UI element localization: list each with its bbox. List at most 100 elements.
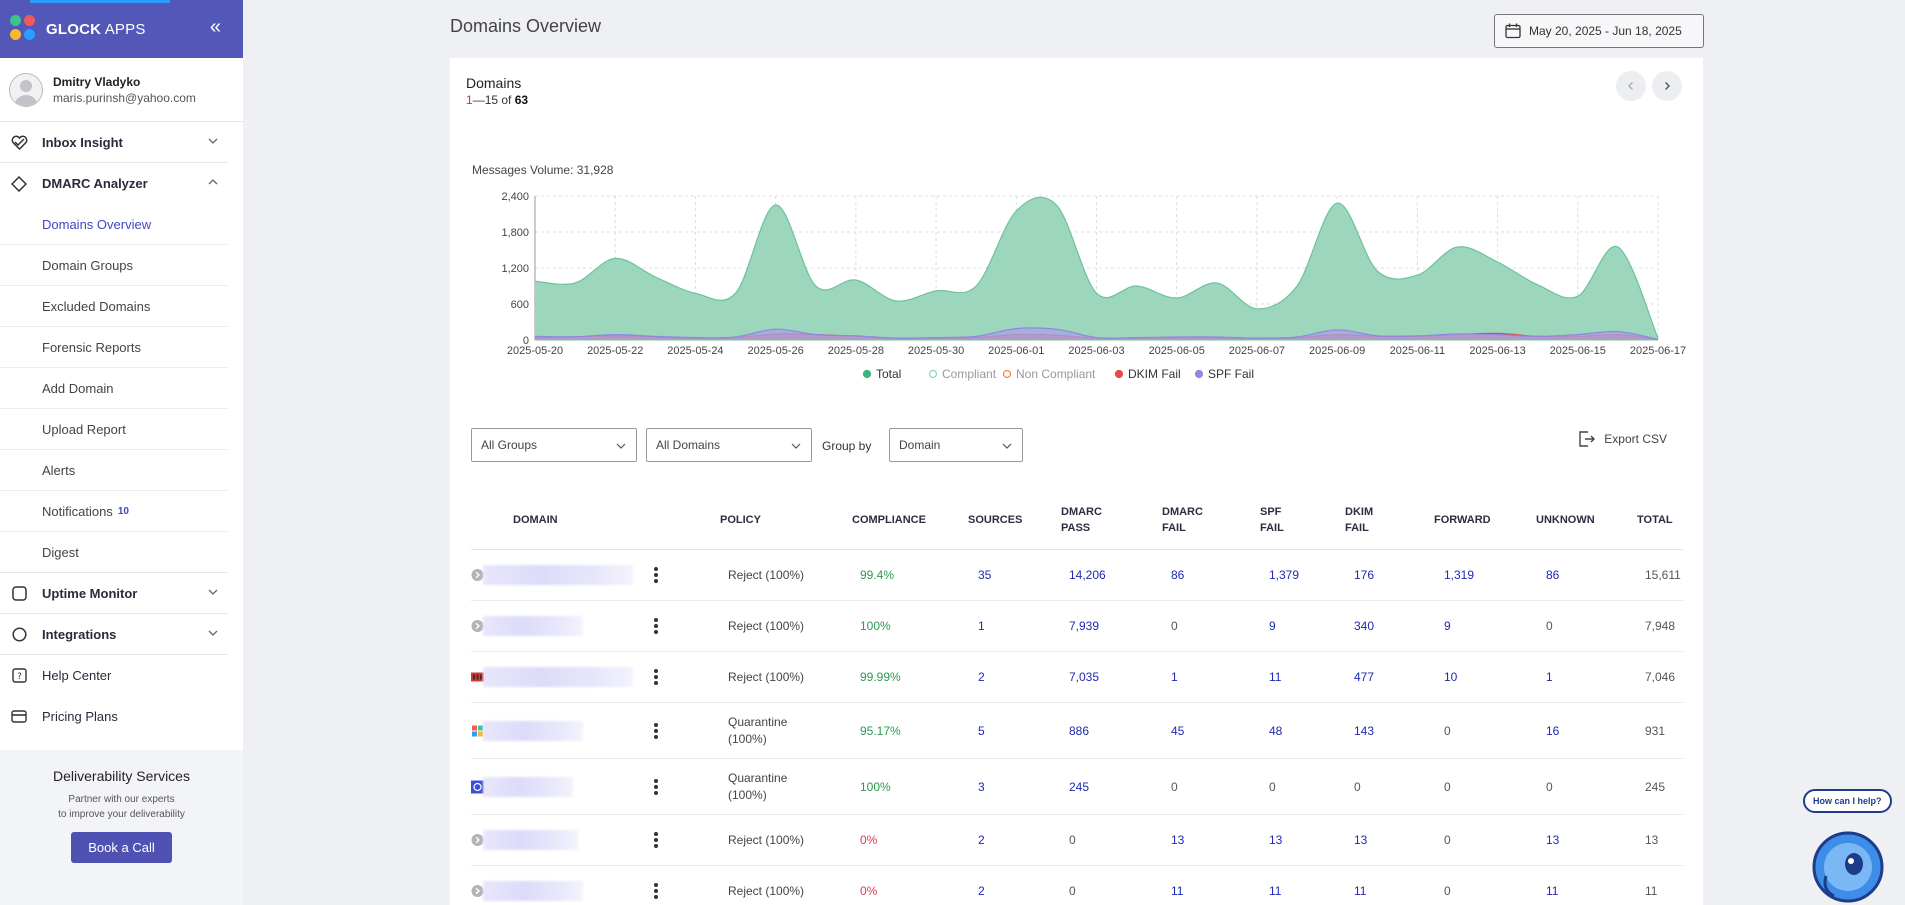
row-menu-icon[interactable] [651,669,661,685]
forward-cell[interactable]: 0 [1444,779,1451,794]
book-a-call-button[interactable]: Book a Call [71,832,172,863]
nav-excluded-domains[interactable]: Excluded Domains [0,286,228,327]
row-menu-icon[interactable] [651,778,661,795]
row-menu-icon[interactable] [651,832,661,848]
collapse-sidebar-icon[interactable]: « [209,16,221,38]
nav-dmarc-analyzer[interactable]: DMARC Analyzer [0,163,228,204]
spf-fail-cell[interactable]: 11 [1269,884,1282,898]
dmarc-fail-cell[interactable]: 13 [1171,833,1185,847]
dmarc-pass-cell[interactable]: 7,939 [1069,619,1100,633]
dmarc-pass-cell[interactable]: 7,035 [1069,670,1100,684]
nav-inbox-insight[interactable]: Inbox Insight [0,122,228,163]
domains-select[interactable]: All Domains [646,428,812,462]
sources-cell[interactable]: 2 [978,884,985,898]
date-range-picker[interactable]: May 20, 2025 - Jun 18, 2025 [1494,14,1704,48]
nav-notifications[interactable]: Notifications 10 [0,491,228,532]
expand-row-icon[interactable] [471,885,484,898]
dkim-fail-cell[interactable]: 477 [1354,670,1375,684]
sources-cell[interactable]: 35 [978,568,992,582]
dkim-fail-cell[interactable]: 340 [1354,619,1375,633]
legend-marker[interactable] [862,369,872,379]
sources-cell[interactable]: 5 [978,723,985,738]
dkim-fail-cell[interactable]: 11 [1354,884,1367,898]
col-dmarc-pass[interactable]: DMARC PASS [1061,506,1102,534]
nav-domains-overview[interactable]: Domains Overview [0,204,228,245]
dmarc-fail-cell[interactable]: 45 [1171,723,1185,738]
forward-cell[interactable]: 9 [1444,619,1451,633]
domain-name[interactable] [483,776,573,797]
legend-marker[interactable] [928,369,938,379]
domain-name[interactable] [483,720,583,741]
unknown-cell[interactable]: 11 [1546,884,1559,898]
dmarc-fail-cell[interactable]: 11 [1171,884,1184,898]
col-policy[interactable]: POLICY [720,514,761,526]
nav-help-center[interactable]: ? Help Center [0,655,228,696]
col-total[interactable]: TOTAL [1637,514,1673,526]
forward-cell[interactable]: 0 [1444,884,1451,898]
col-dkim-fail[interactable]: DKIM FAIL [1345,506,1374,534]
forward-cell[interactable]: 10 [1444,670,1458,684]
dkim-fail-cell[interactable]: 13 [1354,833,1368,847]
unknown-cell[interactable]: 16 [1546,723,1560,738]
nav-digest[interactable]: Digest [0,532,228,573]
col-sources[interactable]: SOURCES [968,514,1023,526]
row-menu-icon[interactable] [651,618,661,634]
sources-cell[interactable]: 3 [978,779,985,794]
nav-add-domain[interactable]: Add Domain [0,368,228,409]
dmarc-fail-cell[interactable]: 1 [1171,670,1178,684]
user-profile[interactable]: Dmitry Vladyko maris.purinsh@yahoo.com [0,58,243,122]
table-row[interactable]: Quarantine (100%) 95.17% 5 886 45 48 143 0 16 931 [471,703,1683,759]
unknown-cell[interactable]: 13 [1546,833,1560,847]
dmarc-pass-cell[interactable]: 245 [1069,779,1090,794]
nav-alerts[interactable]: Alerts [0,450,228,491]
table-row[interactable]: Reject (100%) 0% 2 0 11 11 11 0 11 11 [471,866,1683,905]
expand-row-icon[interactable] [471,620,484,633]
table-row[interactable]: Quarantine (100%) 100% 3 245 0 0 0 0 0 245 [471,759,1683,815]
legend-marker[interactable] [1194,369,1204,379]
row-menu-icon[interactable] [651,883,661,899]
domain-name[interactable] [483,830,578,850]
nav-domain-groups[interactable]: Domain Groups [0,245,228,286]
row-menu-icon[interactable] [651,722,661,739]
legend-label[interactable]: Non Compliant [1016,367,1096,381]
dmarc-pass-cell[interactable]: 0 [1069,884,1076,898]
col-forward[interactable]: FORWARD [1434,514,1491,526]
spf-fail-cell[interactable]: 13 [1269,833,1283,847]
expand-row-icon[interactable] [471,569,484,582]
spf-fail-cell[interactable]: 9 [1269,619,1276,633]
domain-name[interactable] [483,881,583,901]
sources-cell[interactable]: 2 [978,670,985,684]
expand-row-icon[interactable] [471,834,484,847]
dmarc-pass-cell[interactable]: 0 [1069,833,1076,847]
unknown-cell[interactable]: 0 [1546,619,1553,633]
row-menu-icon[interactable] [651,567,661,583]
unknown-cell[interactable]: 86 [1546,568,1560,582]
spf-fail-cell[interactable]: 1,379 [1269,568,1300,582]
export-csv-button[interactable]: Export CSV [1578,431,1667,447]
nav-upload-report[interactable]: Upload Report [0,409,228,450]
sources-cell[interactable]: 2 [978,833,985,847]
next-page-button[interactable] [1652,71,1682,101]
unknown-cell[interactable]: 0 [1546,779,1553,794]
dkim-fail-cell[interactable]: 176 [1354,568,1375,582]
col-unknown[interactable]: UNKNOWN [1536,514,1595,526]
nav-integrations[interactable]: Integrations [0,614,228,655]
legend-marker[interactable] [1002,369,1012,379]
table-row[interactable]: Reject (100%) 99.99% 2 7,035 1 11 477 10 1 7,046 [471,652,1683,703]
unknown-cell[interactable]: 1 [1546,670,1553,684]
col-compliance[interactable]: COMPLIANCE [852,514,926,526]
spf-fail-cell[interactable]: 11 [1269,670,1282,684]
legend-label[interactable]: Compliant [942,367,997,381]
dmarc-fail-cell[interactable]: 0 [1171,779,1178,794]
legend-label[interactable]: SPF Fail [1208,367,1254,381]
help-chat-widget[interactable]: How can I help? [1800,784,1895,905]
brand-name[interactable]: GLOCK APPS [46,20,146,38]
spf-fail-cell[interactable]: 0 [1269,779,1276,794]
dkim-fail-cell[interactable]: 143 [1354,723,1375,738]
domain-name[interactable] [483,565,633,585]
table-row[interactable]: Reject (100%) 99.4% 35 14,206 86 1,379 176 1,31… [471,550,1683,601]
domain-name[interactable] [483,667,633,687]
table-row[interactable]: Reject (100%) 0% 2 0 13 13 13 0 13 13 [471,815,1683,866]
legend-marker[interactable] [1114,369,1124,379]
forward-cell[interactable]: 0 [1444,833,1451,847]
